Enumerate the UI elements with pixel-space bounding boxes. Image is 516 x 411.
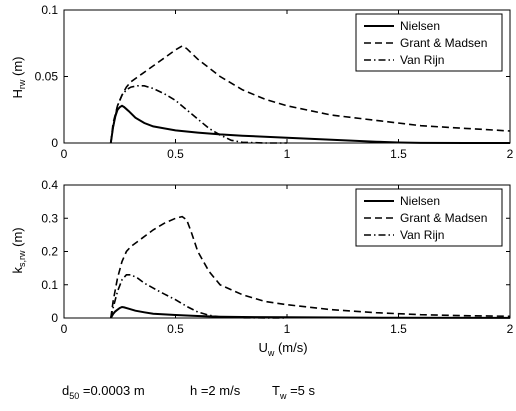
bottom-y-tick-label: 0.3 — [41, 211, 58, 225]
bottom-legend-label: Nielsen — [400, 194, 440, 208]
top-x-tick-label: 0 — [61, 147, 68, 161]
caption-h: h =2 m/s — [190, 383, 241, 398]
bottom-y-tick-label: 0.2 — [41, 245, 58, 259]
top-y-tick-label: 0.05 — [35, 70, 59, 84]
top-x-tick-label: 0.5 — [167, 147, 184, 161]
bottom-series-van-rijn — [110, 274, 288, 319]
bottom-y-tick-label: 0 — [51, 311, 58, 325]
top-series-nielsen — [109, 104, 510, 144]
top-y-axis-label-sub: rw — [17, 79, 27, 89]
bottom-y-axis-label-unit: (m) — [10, 227, 25, 250]
caption-tw: Tw =5 s — [272, 383, 315, 401]
bottom-y-axis-label-main: k — [10, 267, 25, 274]
top-y-axis-label: Hrw (m) — [10, 57, 27, 99]
top-series-van-rijn — [110, 85, 287, 144]
bottom-x-axis-label: Uw (m/s) — [258, 340, 307, 358]
bottom-y-axis-label-sub: s,rw — [17, 250, 27, 267]
bottom-x-axis-label-main: U — [258, 340, 267, 355]
bottom-legend-label: Grant & Madsen — [400, 211, 487, 225]
top-legend-label: Grant & Madsen — [400, 36, 487, 50]
bottom-x-tick-label: 0 — [61, 322, 68, 336]
bottom-y-tick-label: 0.1 — [41, 278, 58, 292]
bottom-series-nielsen — [109, 305, 511, 319]
top-x-tick-label: 1.5 — [390, 147, 407, 161]
bottom-x-axis-label-sub: w — [267, 348, 275, 358]
caption-d50: d50 =0.0003 m — [62, 383, 145, 401]
bottom-x-tick-label: 2 — [507, 322, 514, 336]
bottom-panel: 0 0.5 1 1.5 2 0 0.1 0.2 0.3 0.4 ks,rw (m) Uw (m/s… — [10, 178, 514, 358]
top-y-tick-label: 0.1 — [41, 3, 58, 17]
bottom-series-grant-madsen — [110, 215, 511, 319]
top-x-tick-label: 2 — [507, 147, 514, 161]
top-y-tick-label: 0 — [51, 136, 58, 150]
parameter-caption: d50 =0.0003 m h =2 m/s Tw =5 s — [62, 383, 315, 401]
bottom-y-axis-label: ks,rw (m) — [10, 227, 27, 273]
top-legend-label: Van Rijn — [400, 53, 444, 67]
bottom-x-tick-label: 1 — [284, 322, 291, 336]
top-y-axis-label-unit: (m) — [10, 57, 25, 80]
bottom-legend-label: Van Rijn — [400, 228, 444, 242]
top-panel: 0 0.5 1 1.5 2 0 0.05 0.1 Hrw (m) Nielsen Grant &… — [10, 3, 514, 161]
bottom-y-tick-label: 0.4 — [41, 178, 58, 192]
bottom-x-tick-label: 1.5 — [390, 322, 407, 336]
top-x-tick-label: 1 — [284, 147, 291, 161]
top-legend-label: Nielsen — [400, 19, 440, 33]
top-y-axis-label-main: H — [10, 89, 25, 98]
bottom-x-axis-label-unit: (m/s) — [274, 340, 307, 355]
bottom-x-tick-label: 0.5 — [167, 322, 184, 336]
